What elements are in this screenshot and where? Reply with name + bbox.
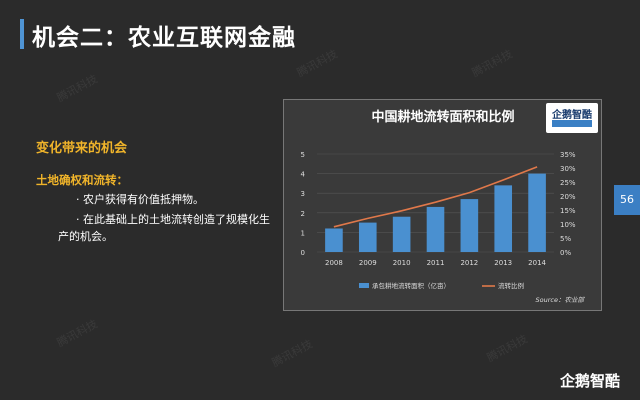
y-right-tick-label: 10% xyxy=(560,221,576,229)
logo-text: 企鹅智酷 xyxy=(552,110,592,121)
y-left-tick-label: 2 xyxy=(301,210,305,218)
slide-title: 机会二：农业互联网金融 xyxy=(32,25,296,51)
bar xyxy=(494,185,513,252)
bar xyxy=(426,206,445,252)
legend-label: 承包耕地流转面积（亿亩） xyxy=(372,281,450,290)
x-tick-label: 2009 xyxy=(359,259,377,267)
watermark-text: 腾讯科技 xyxy=(484,332,530,365)
watermark-text: 腾讯科技 xyxy=(294,47,340,80)
bullet-text: · 农户获得有价值抵押物。 xyxy=(76,193,204,206)
bar xyxy=(392,216,411,252)
y-right-tick-label: 20% xyxy=(560,193,576,201)
y-left-tick-label: 5 xyxy=(301,151,305,159)
title-accent-bar xyxy=(20,19,24,49)
y-right-tick-label: 35% xyxy=(560,151,576,159)
brand-name: 企鹅智酷 xyxy=(560,372,621,390)
y-left-tick-label: 4 xyxy=(301,171,306,179)
section-heading: 变化带来的机会 xyxy=(36,141,128,156)
bar xyxy=(460,199,479,252)
bar xyxy=(358,222,377,252)
y-right-tick-label: 15% xyxy=(560,207,576,215)
bar xyxy=(325,228,343,252)
chart-title: 中国耕地流转面积和比例 xyxy=(371,109,514,125)
brand-logo: 企鹅智酷 xyxy=(546,103,598,133)
y-right-tick-label: 5% xyxy=(560,235,571,243)
watermark-text: 腾讯科技 xyxy=(269,337,315,370)
x-tick-label: 2012 xyxy=(460,259,478,267)
ratio-line xyxy=(333,166,538,228)
legend-label: 流转比例 xyxy=(498,281,524,290)
y-right-tick-label: 25% xyxy=(560,179,576,187)
y-left-tick-label: 3 xyxy=(301,190,305,198)
y-right-tick-label: 0% xyxy=(560,249,571,257)
chart-svg: 中国耕地流转面积和比例 0 1 2 3 4 5 0% 5% 10% 15% 20% 25% 30% 35% 2… xyxy=(301,109,586,304)
logo-stripe xyxy=(552,120,592,127)
x-tick-label: 2008 xyxy=(325,259,343,267)
x-tick-label: 2011 xyxy=(427,259,445,267)
x-tick-label: 2014 xyxy=(528,259,546,267)
x-tick-label: 2013 xyxy=(494,259,512,267)
x-tick-label: 2010 xyxy=(393,259,411,267)
y-left-tick-label: 0 xyxy=(301,249,305,257)
page-number: 56 xyxy=(620,193,634,206)
chart-panel: 中国耕地流转面积和比例 0 1 2 3 4 5 0% 5% 10% 15% 20% 25% 30% 35% 2… xyxy=(283,99,602,311)
legend-swatch-bars xyxy=(359,283,369,288)
bullet-text: 产的机会。 xyxy=(58,230,113,243)
bar xyxy=(528,173,546,252)
y-right-tick-label: 30% xyxy=(560,165,576,173)
chart-source: Source：农业部 xyxy=(536,296,586,304)
watermark-text: 腾讯科技 xyxy=(54,72,100,105)
watermark-text: 腾讯科技 xyxy=(469,47,515,80)
sub-heading: 土地确权和流转： xyxy=(36,173,128,187)
watermark-text: 腾讯科技 xyxy=(54,317,100,350)
bullet-text: · 在此基础上的土地流转创造了规模化生 xyxy=(76,213,270,226)
page-number-tab: 56 xyxy=(614,185,640,215)
y-left-tick-label: 1 xyxy=(301,229,305,237)
